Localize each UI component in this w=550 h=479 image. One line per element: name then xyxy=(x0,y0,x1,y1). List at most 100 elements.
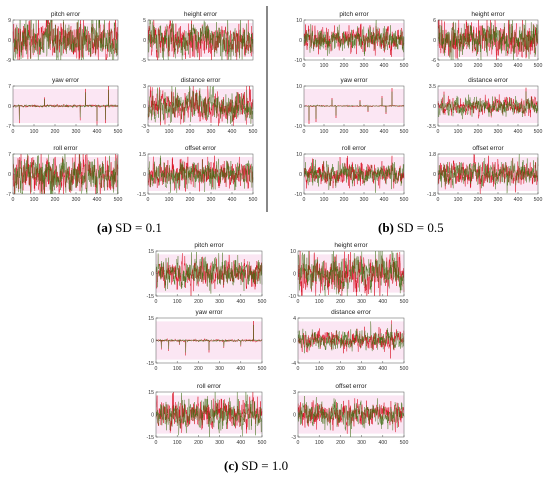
x-tick-label-a-roll-error-5: 500 xyxy=(114,197,123,203)
panel-title-b-distance-error: distance error xyxy=(468,77,509,84)
x-tick-label-c-roll-error-4: 400 xyxy=(236,440,245,446)
x-tick-label-c-distance-error-2: 200 xyxy=(336,366,345,372)
x-tick-label-b-offset-error-0: 0 xyxy=(437,197,440,203)
x-tick-label-a-yaw-error-5: 500 xyxy=(114,129,123,135)
y-tick-label-c-pitch-error-0: -15 xyxy=(147,294,155,300)
x-tick-label-c-distance-error-1: 100 xyxy=(315,366,324,372)
x-tick-label-c-offset-error-1: 100 xyxy=(315,440,324,446)
y-tick-label-c-distance-error-2: 4 xyxy=(293,316,296,322)
x-tick-label-a-distance-error-5: 500 xyxy=(249,129,258,135)
series-line-a-pitch-error-2 xyxy=(12,19,119,61)
y-tick-label-a-roll-error-0: -7 xyxy=(6,192,11,198)
y-tick-label-b-yaw-error-1: 0 xyxy=(299,104,302,110)
panel-title-c-offset-error: offset error xyxy=(335,383,367,390)
y-tick-label-a-roll-error-2: 7 xyxy=(8,152,11,158)
x-tick-label-a-distance-error-2: 200 xyxy=(186,129,195,135)
x-tick-label-b-distance-error-4: 400 xyxy=(514,129,523,135)
panel-title-c-yaw-error: yaw error xyxy=(195,309,223,316)
y-tick-label-a-pitch-error-0: -9 xyxy=(6,58,11,64)
x-tick-label-b-offset-error-1: 100 xyxy=(454,197,463,203)
series-line-a-yaw-error-2 xyxy=(12,89,119,121)
y-tick-label-c-height-error-0: -10 xyxy=(289,294,297,300)
x-tick-label-a-distance-error-3: 300 xyxy=(207,129,216,135)
x-tick-label-b-height-error-3: 300 xyxy=(494,63,503,69)
y-tick-label-c-offset-error-1: 0 xyxy=(293,413,296,419)
panel-title-a-distance-error: distance error xyxy=(181,77,222,84)
y-tick-label-b-distance-error-1: 0 xyxy=(433,104,436,110)
x-tick-label-b-roll-error-0: 0 xyxy=(303,197,306,203)
caption-c-text: SD = 1.0 xyxy=(241,458,288,473)
x-tick-label-b-roll-error-2: 200 xyxy=(340,197,349,203)
y-tick-label-c-distance-error-1: 0 xyxy=(293,339,296,345)
series-line-b-pitch-error-2 xyxy=(303,19,405,56)
x-tick-label-c-offset-error-3: 300 xyxy=(357,440,366,446)
x-tick-label-c-distance-error-0: 0 xyxy=(297,366,300,372)
x-tick-label-b-yaw-error-1: 100 xyxy=(320,129,329,135)
x-tick-label-c-height-error-5: 500 xyxy=(400,299,409,305)
x-tick-label-a-distance-error-4: 400 xyxy=(228,129,237,135)
x-tick-label-c-offset-error-2: 200 xyxy=(336,440,345,446)
x-tick-label-a-offset-error-1: 100 xyxy=(165,197,174,203)
x-tick-label-b-height-error-4: 400 xyxy=(514,63,523,69)
x-tick-label-b-yaw-error-5: 500 xyxy=(400,129,409,135)
series-line-b-roll-error-2 xyxy=(303,158,405,193)
series-line-c-pitch-error-2 xyxy=(155,251,263,294)
y-tick-label-c-height-error-2: 10 xyxy=(290,249,296,255)
x-tick-label-a-roll-error-4: 400 xyxy=(93,197,102,203)
y-tick-label-a-yaw-error-0: -7 xyxy=(6,124,11,130)
y-tick-label-b-offset-error-1: 0 xyxy=(433,172,436,178)
panel-a-offset-error: offset error-1.501.50 100 200 300 400 500 xyxy=(137,145,257,203)
y-tick-label-a-height-error-0: -5 xyxy=(141,58,146,64)
y-tick-label-a-height-error-2: 5 xyxy=(143,18,146,24)
panel-title-b-yaw-error: yaw error xyxy=(340,77,368,84)
x-tick-label-c-yaw-error-4: 400 xyxy=(236,366,245,372)
x-tick-label-c-roll-error-2: 200 xyxy=(194,440,203,446)
y-tick-label-c-height-error-1: 0 xyxy=(293,272,296,278)
caption-c-label: (c) xyxy=(224,458,238,473)
x-tick-label-b-height-error-5: 500 xyxy=(534,63,543,69)
x-tick-label-c-pitch-error-1: 100 xyxy=(173,299,182,305)
panel-title-a-pitch-error: pitch error xyxy=(51,11,81,18)
y-tick-label-b-offset-error-0: -1.8 xyxy=(427,192,436,198)
x-tick-label-a-yaw-error-2: 200 xyxy=(51,129,60,135)
caption-c: (c) SD = 1.0 xyxy=(224,458,288,473)
y-tick-label-c-roll-error-1: 0 xyxy=(151,413,154,419)
x-tick-label-b-height-error-0: 0 xyxy=(437,63,440,69)
caption-a-text: SD = 0.1 xyxy=(115,220,162,235)
x-tick-label-c-distance-error-3: 300 xyxy=(357,366,366,372)
series-line-a-roll-error-2 xyxy=(12,153,119,195)
x-tick-label-a-distance-error-1: 100 xyxy=(165,129,174,135)
x-tick-label-c-offset-error-4: 400 xyxy=(378,440,387,446)
panel-b-distance-error: distance error-3.503.50 100 200 300 400 500 xyxy=(427,77,542,135)
x-tick-label-c-height-error-2: 200 xyxy=(336,299,345,305)
y-tick-label-a-distance-error-0: -3 xyxy=(141,124,146,130)
x-tick-label-a-distance-error-0: 0 xyxy=(147,129,150,135)
x-tick-label-a-yaw-error-3: 300 xyxy=(72,129,81,135)
y-tick-label-c-yaw-error-2: 15 xyxy=(148,316,154,322)
y-tick-label-c-pitch-error-2: 15 xyxy=(148,249,154,255)
x-tick-label-b-height-error-1: 100 xyxy=(454,63,463,69)
y-tick-label-b-yaw-error-0: -10 xyxy=(295,124,303,130)
x-tick-label-a-roll-error-0: 0 xyxy=(12,197,15,203)
x-tick-label-c-yaw-error-1: 100 xyxy=(173,366,182,372)
x-tick-label-b-offset-error-5: 500 xyxy=(534,197,543,203)
x-tick-label-b-yaw-error-2: 200 xyxy=(340,129,349,135)
x-tick-label-c-pitch-error-5: 500 xyxy=(258,299,267,305)
x-tick-label-c-pitch-error-2: 200 xyxy=(194,299,203,305)
x-tick-label-b-offset-error-3: 300 xyxy=(494,197,503,203)
x-tick-label-b-roll-error-3: 300 xyxy=(360,197,369,203)
x-tick-label-c-yaw-error-2: 200 xyxy=(194,366,203,372)
series-line-a-distance-error-2 xyxy=(147,85,254,124)
x-tick-label-b-offset-error-4: 400 xyxy=(514,197,523,203)
x-tick-label-a-roll-error-2: 200 xyxy=(51,197,60,203)
panel-title-c-roll-error: roll error xyxy=(197,383,222,390)
x-tick-label-a-yaw-error-1: 100 xyxy=(30,129,39,135)
series-line-b-height-error-2 xyxy=(437,19,539,61)
y-tick-label-a-pitch-error-1: 0 xyxy=(8,38,11,44)
